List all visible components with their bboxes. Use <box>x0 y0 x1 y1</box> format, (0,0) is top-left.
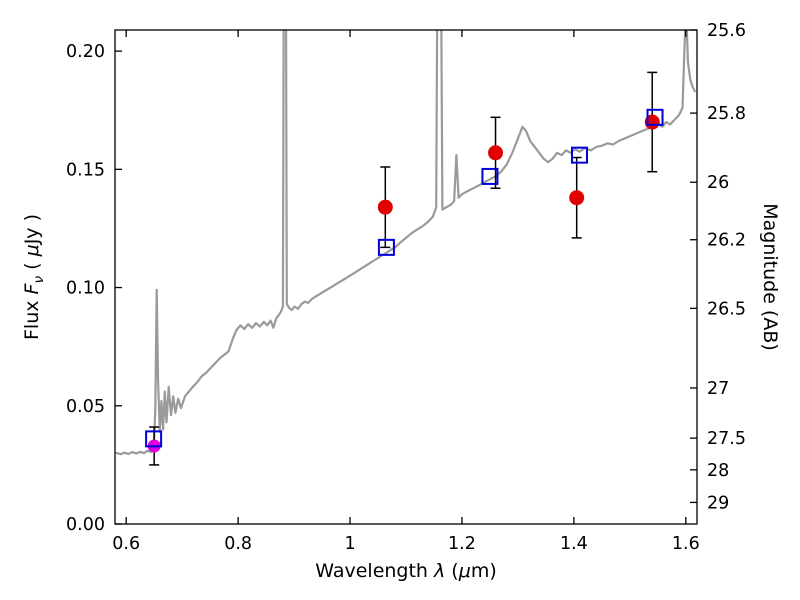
svg-text:28: 28 <box>707 461 729 481</box>
observed-photometry <box>377 71 660 249</box>
svg-text:0.15: 0.15 <box>66 160 105 180</box>
svg-text:26.5: 26.5 <box>707 299 746 319</box>
svg-text:0.10: 0.10 <box>66 279 105 299</box>
y-ticks-left: 0.00 0.05 0.10 0.15 0.20 <box>66 42 122 535</box>
y-axis-label-right: Magnitude (AB) <box>759 203 781 351</box>
x-axis-label: Wavelength λ (μm) <box>315 560 497 582</box>
plot-frame <box>114 29 698 525</box>
svg-text:0.20: 0.20 <box>66 42 105 62</box>
svg-text:27.5: 27.5 <box>707 429 746 449</box>
svg-text:0.6: 0.6 <box>112 534 140 554</box>
lambda-symbol: λ <box>434 560 446 582</box>
svg-text:29: 29 <box>707 493 729 513</box>
svg-text:27: 27 <box>707 379 729 399</box>
mu-symbol: μ <box>21 244 44 257</box>
svg-text:25.8: 25.8 <box>707 104 746 124</box>
model-photometry <box>145 108 664 448</box>
model-spectrum <box>115 30 696 456</box>
svg-text:0.05: 0.05 <box>66 397 105 417</box>
svg-text:26.2: 26.2 <box>707 231 746 251</box>
svg-text:1.6: 1.6 <box>672 534 700 554</box>
x-axis-label-text: Wavelength <box>315 560 435 582</box>
flux-symbol: F <box>21 283 44 295</box>
svg-text:1.2: 1.2 <box>448 534 476 554</box>
svg-text:1: 1 <box>344 534 355 554</box>
svg-text:0.8: 0.8 <box>224 534 252 554</box>
mu-symbol: μ <box>458 560 471 582</box>
y-axis-label-left: Flux Fν ( μJy ) <box>21 213 47 341</box>
svg-text:26: 26 <box>707 173 729 193</box>
nu-subscript: ν <box>30 275 47 284</box>
x-ticks: 0.6 0.8 1 1.2 1.4 1.6 <box>112 30 700 554</box>
svg-text:1.4: 1.4 <box>560 534 588 554</box>
y-ticks-right-magnitude: 25.6 25.8 26 26.2 26.5 27 27.5 28 29 <box>690 21 746 513</box>
svg-text:25.6: 25.6 <box>707 21 746 41</box>
svg-text:0.00: 0.00 <box>66 515 105 535</box>
